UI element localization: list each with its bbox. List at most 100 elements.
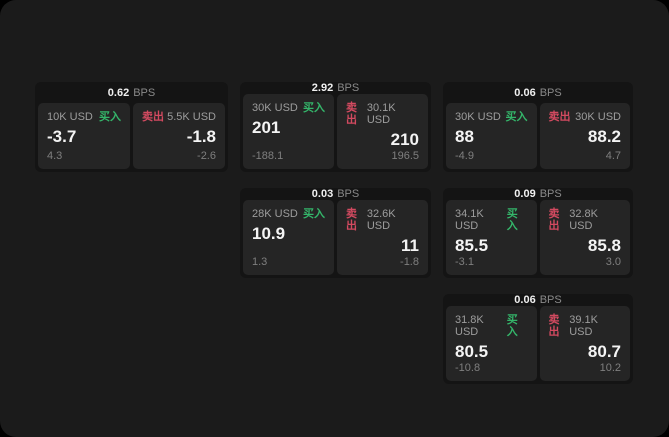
sell-label: 卖出 (548, 314, 560, 338)
buy-price: 201 (252, 118, 281, 137)
quote-card: 2.92 BPS 30K USD 买入 201 -188.1 卖出 30.1K … (240, 82, 431, 172)
sell-panel[interactable]: 卖出 32.6K USD 11 -1.8 (337, 200, 428, 275)
bps-value: 0.06 (514, 294, 536, 306)
card-header: 0.06 BPS (446, 82, 630, 103)
sell-amount: 32.8K USD (569, 208, 598, 232)
buy-price: 88 (455, 127, 474, 146)
buy-amount: 10K USD (47, 111, 93, 123)
sell-amount: 32.6K USD (366, 208, 396, 232)
bps-value: 2.92 (311, 82, 334, 94)
quote-panels: 34.1K USD 买入 85.5 -3.1 卖出 32.8K USD 85.8… (446, 200, 630, 275)
sell-change: 10.2 (599, 362, 621, 374)
sell-panel[interactable]: 卖出 32.8K USD 85.8 3.0 (539, 200, 630, 275)
sell-amount: 5.5K USD (167, 111, 216, 123)
sell-panel[interactable]: 卖出 5.5K USD -1.8 -2.6 (133, 103, 225, 169)
buy-panel-top: 28K USD 买入 (252, 208, 325, 220)
buy-panel-top: 31.8K USD 买入 (455, 314, 528, 338)
sell-panel[interactable]: 卖出 30K USD 88.2 4.7 (539, 103, 630, 169)
buy-label: 买入 (99, 111, 121, 123)
sell-price: 11 (401, 236, 419, 255)
buy-change: 4.3 (47, 150, 63, 162)
quote-panels: 28K USD 买入 10.9 1.3 卖出 32.6K USD 11 -1.8 (243, 200, 428, 275)
buy-panel[interactable]: 10K USD 买入 -3.7 4.3 (38, 103, 130, 169)
bps-unit: BPS (133, 86, 156, 99)
quote-card: 0.09 BPS 34.1K USD 买入 85.5 -3.1 卖出 32.8K… (443, 188, 633, 278)
quote-panels: 31.8K USD 买入 80.5 -10.8 卖出 39.1K USD 80.… (446, 306, 630, 381)
bps-value: 0.06 (514, 86, 536, 99)
bps-unit: BPS (539, 86, 562, 99)
buy-panel[interactable]: 34.1K USD 买入 85.5 -3.1 (446, 200, 537, 275)
sell-panel-top: 卖出 30.1K USD (346, 102, 419, 126)
sell-change: 196.5 (391, 150, 419, 162)
buy-change: -10.8 (455, 362, 481, 374)
buy-panel-top: 10K USD 买入 (47, 111, 121, 123)
sell-label: 卖出 (548, 111, 571, 123)
buy-amount: 30K USD (455, 111, 501, 123)
buy-label: 买入 (303, 102, 325, 114)
quote-panels: 30K USD 买入 88 -4.9 卖出 30K USD 88.2 4.7 (446, 103, 630, 169)
sell-price: 88.2 (587, 127, 621, 146)
sell-change: -2.6 (197, 150, 216, 162)
quote-panels: 30K USD 买入 201 -188.1 卖出 30.1K USD 210 1… (243, 94, 428, 169)
sell-change: 3.0 (605, 256, 621, 268)
bps-value: 0.09 (514, 188, 536, 200)
sell-price: 85.8 (587, 236, 621, 255)
sell-amount: 39.1K USD (569, 314, 598, 338)
bps-unit: BPS (539, 188, 562, 200)
sell-panel-top: 卖出 5.5K USD (142, 111, 216, 123)
sell-panel-top: 卖出 32.8K USD (549, 208, 622, 232)
buy-amount: 34.1K USD (455, 208, 484, 232)
bps-value: 0.03 (311, 188, 334, 200)
buy-amount: 31.8K USD (455, 314, 484, 338)
quote-card: 0.06 BPS 31.8K USD 买入 80.5 -10.8 卖出 39.1… (443, 294, 633, 384)
buy-change: 1.3 (252, 256, 268, 268)
buy-change: -4.9 (455, 150, 474, 162)
quote-card: 0.62 BPS 10K USD 买入 -3.7 4.3 卖出 5.5K USD (35, 82, 228, 172)
sell-change: 4.7 (605, 150, 621, 162)
sell-panel[interactable]: 卖出 39.1K USD 80.7 10.2 (539, 306, 630, 381)
buy-price: -3.7 (47, 127, 77, 146)
card-header: 2.92 BPS (243, 82, 428, 94)
card-header: 0.09 BPS (446, 188, 630, 200)
buy-label: 买入 (505, 111, 528, 123)
buy-panel[interactable]: 30K USD 买入 88 -4.9 (446, 103, 537, 169)
sell-price: 80.7 (587, 342, 621, 361)
sell-price: -1.8 (186, 127, 216, 146)
sell-label: 卖出 (346, 102, 357, 126)
card-header: 0.62 BPS (38, 82, 225, 103)
buy-panel-top: 34.1K USD 买入 (455, 208, 528, 232)
sell-amount: 30.1K USD (366, 102, 396, 126)
buy-label: 买入 (506, 314, 518, 338)
quote-cards-grid: 0.62 BPS 10K USD 买入 -3.7 4.3 卖出 5.5K USD (35, 82, 633, 384)
buy-change: -3.1 (455, 256, 474, 268)
bps-value: 0.62 (107, 86, 130, 99)
sell-label: 卖出 (142, 111, 164, 123)
sell-change: -1.8 (400, 256, 419, 268)
bps-unit: BPS (337, 188, 360, 200)
sell-panel-top: 卖出 30K USD (549, 111, 622, 123)
bps-unit: BPS (337, 82, 360, 94)
buy-amount: 30K USD (252, 102, 298, 114)
quote-panels: 10K USD 买入 -3.7 4.3 卖出 5.5K USD -1.8 -2.… (38, 103, 225, 169)
sell-amount: 30K USD (575, 111, 621, 123)
buy-panel[interactable]: 28K USD 买入 10.9 1.3 (243, 200, 334, 275)
card-header: 0.03 BPS (243, 188, 428, 200)
quote-card: 0.06 BPS 30K USD 买入 88 -4.9 卖出 30K USD (443, 82, 633, 172)
buy-panel[interactable]: 30K USD 买入 201 -188.1 (243, 94, 334, 169)
sell-price: 210 (390, 130, 419, 149)
sell-label: 卖出 (548, 208, 560, 232)
buy-change: -188.1 (252, 150, 284, 162)
buy-panel-top: 30K USD 买入 (252, 102, 325, 114)
sell-panel[interactable]: 卖出 30.1K USD 210 196.5 (337, 94, 428, 169)
buy-label: 买入 (303, 208, 325, 220)
quote-card: 0.03 BPS 28K USD 买入 10.9 1.3 卖出 32.6K US… (240, 188, 431, 278)
bps-unit: BPS (539, 294, 562, 306)
buy-amount: 28K USD (252, 208, 298, 220)
buy-panel[interactable]: 31.8K USD 买入 80.5 -10.8 (446, 306, 537, 381)
buy-label: 买入 (506, 208, 518, 232)
buy-price: 10.9 (252, 224, 286, 243)
sell-label: 卖出 (346, 208, 357, 232)
sell-panel-top: 卖出 32.6K USD (346, 208, 419, 232)
sell-panel-top: 卖出 39.1K USD (549, 314, 622, 338)
